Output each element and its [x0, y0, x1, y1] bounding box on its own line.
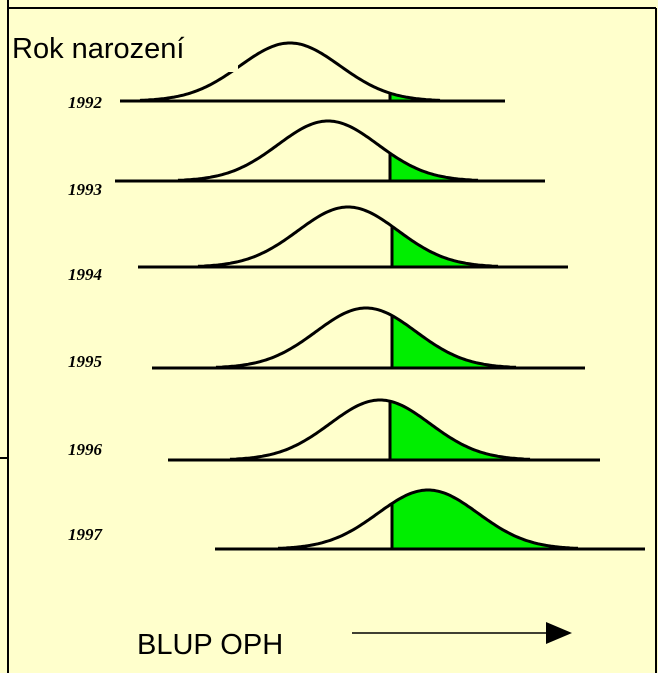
year-label: 1993 — [68, 180, 103, 199]
year-labels: 1992 1993 1994 1995 1996 1997 — [68, 93, 104, 544]
title: Rok narození — [12, 33, 185, 65]
curves — [115, 41, 645, 551]
year-label: 1992 — [68, 93, 103, 112]
year-label: 1997 — [68, 525, 104, 544]
year-label: 1996 — [68, 440, 103, 459]
distribution-curve — [197, 205, 499, 268]
tail-area — [390, 153, 478, 181]
tail-area — [392, 226, 498, 267]
tail-area — [390, 401, 530, 460]
distribution-curve — [177, 119, 479, 182]
year-label: 1994 — [68, 265, 102, 284]
tail-area — [392, 315, 516, 368]
distribution-curve — [229, 398, 531, 461]
tail-area — [390, 93, 440, 101]
distribution-curve — [215, 306, 517, 369]
distribution-curve — [278, 488, 578, 550]
year-label: 1995 — [68, 352, 103, 371]
title-backdrop — [10, 28, 238, 72]
arrow-head — [546, 622, 572, 644]
axis-label: BLUP OPH — [137, 629, 283, 661]
